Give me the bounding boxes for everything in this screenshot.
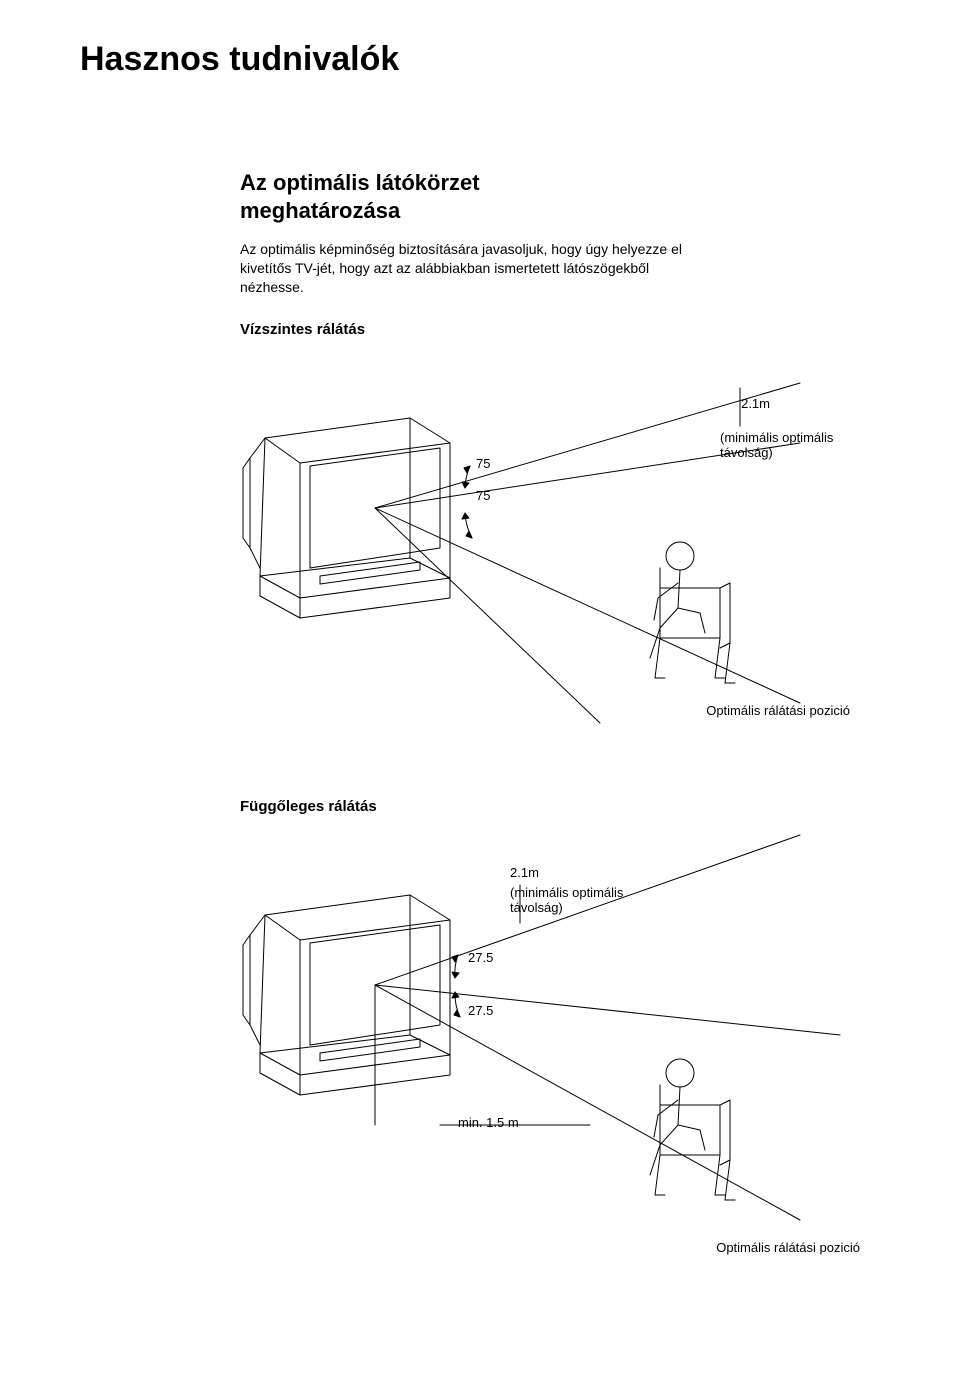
h-min-label: (minimális optimális távolság) bbox=[720, 430, 860, 461]
h-distance-label: 2.1m bbox=[741, 396, 770, 412]
h-angle-top: 75 bbox=[476, 456, 490, 472]
h-angle-bottom: 75 bbox=[476, 488, 490, 504]
v-angle-top: 27.5 bbox=[468, 950, 493, 966]
page-title: Hasznos tudnivalók bbox=[80, 40, 874, 79]
v-floor-dist: min. 1.5 m bbox=[458, 1115, 519, 1131]
h-optimal-label: Optimális rálátási pozició bbox=[706, 703, 850, 719]
content-column: Az optimális látókörzet meghatározása Az… bbox=[240, 169, 874, 1265]
horizontal-heading: Vízszintes rálátás bbox=[240, 321, 874, 338]
section-title: Az optimális látókörzet meghatározása bbox=[240, 169, 580, 224]
v-min-label: (minimális optimális távolság) bbox=[510, 885, 670, 916]
vertical-diagram: 2.1m (minimális optimális távolság) 27.5… bbox=[240, 825, 860, 1265]
vertical-heading: Függőleges rálátás bbox=[240, 798, 874, 815]
intro-paragraph: Az optimális képminőség biztosítására ja… bbox=[240, 240, 700, 297]
v-angle-bottom: 27.5 bbox=[468, 1003, 493, 1019]
v-distance-label: 2.1m bbox=[510, 865, 539, 881]
horizontal-diagram: 2.1m (minimális optimális távolság) 75 7… bbox=[240, 348, 860, 728]
v-optimal-label: Optimális rálátási pozició bbox=[716, 1240, 860, 1256]
page-root: Hasznos tudnivalók Az optimális látókörz… bbox=[0, 0, 954, 1395]
